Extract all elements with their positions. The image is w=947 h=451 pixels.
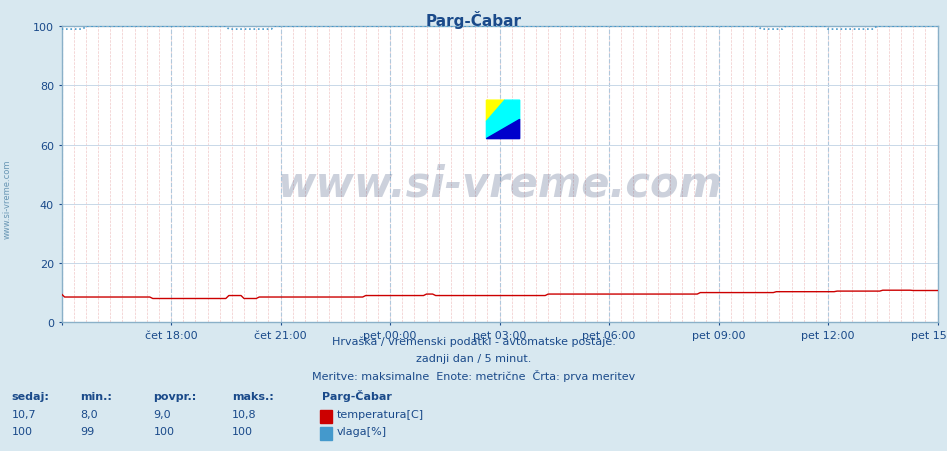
Polygon shape [487, 101, 505, 122]
Text: 10,7: 10,7 [11, 409, 36, 419]
Text: 99: 99 [80, 426, 95, 436]
Text: sedaj:: sedaj: [11, 391, 49, 401]
Polygon shape [487, 101, 520, 139]
Text: 10,8: 10,8 [232, 409, 257, 419]
Text: 100: 100 [153, 426, 174, 436]
Text: www.si-vreme.com: www.si-vreme.com [3, 159, 12, 238]
Text: 8,0: 8,0 [80, 409, 98, 419]
Polygon shape [487, 120, 520, 139]
Text: 100: 100 [232, 426, 253, 436]
Text: www.si-vreme.com: www.si-vreme.com [277, 163, 722, 205]
Text: Meritve: maksimalne  Enote: metrične  Črta: prva meritev: Meritve: maksimalne Enote: metrične Črta… [312, 369, 635, 381]
Text: maks.:: maks.: [232, 391, 274, 401]
Text: 100: 100 [11, 426, 32, 436]
Text: Hrvaška / vremenski podatki - avtomatske postaje.: Hrvaška / vremenski podatki - avtomatske… [331, 335, 616, 346]
Text: zadnji dan / 5 minut.: zadnji dan / 5 minut. [416, 354, 531, 364]
Text: 9,0: 9,0 [153, 409, 171, 419]
Text: vlaga[%]: vlaga[%] [337, 426, 387, 436]
Text: Parg-Čabar: Parg-Čabar [322, 389, 392, 401]
Text: Parg-Čabar: Parg-Čabar [425, 11, 522, 29]
Text: temperatura[C]: temperatura[C] [337, 409, 424, 419]
Text: povpr.:: povpr.: [153, 391, 197, 401]
Text: min.:: min.: [80, 391, 113, 401]
